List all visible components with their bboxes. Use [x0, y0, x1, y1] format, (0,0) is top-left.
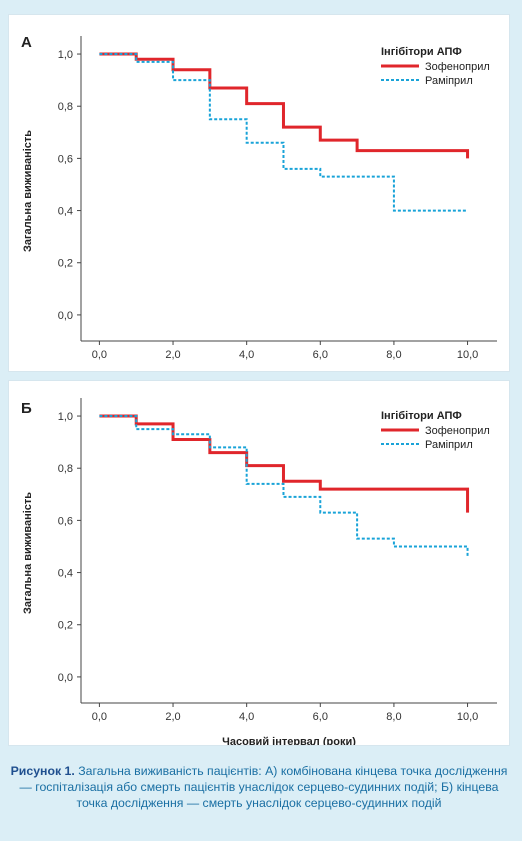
chart-1-y-tick-label: 0,0 [58, 672, 73, 684]
chart-0-x-tick-label: 6,0 [313, 349, 328, 361]
chart-0-x-tick-label: 8,0 [386, 349, 401, 361]
chart-0-y-axis-label: Загальна виживаність [22, 130, 34, 252]
chart-1-y-tick-label: 0,2 [58, 620, 73, 632]
caption-text: Загальна виживаність пацієнтів: А) комбі… [19, 764, 508, 810]
chart-1-y-axis-label: Загальна виживаність [22, 492, 34, 614]
chart-0-y-tick-label: 0,4 [58, 206, 73, 218]
chart-1-series-ramipril-line [99, 415, 469, 557]
chart-0-x-tick-label: 4,0 [239, 349, 254, 361]
chart-0-y-tick-label: 0,2 [58, 258, 73, 270]
chart-1-y-tick-label: 0,4 [58, 568, 73, 580]
chart-1-x-tick-label: 10,0 [457, 711, 478, 723]
chart-1-y-tick-label: 0,6 [58, 515, 73, 527]
chart-0-x-tick-label: 2,0 [165, 349, 180, 361]
chart-0-series-ramipril-line [99, 53, 468, 212]
chart-0-legend-label-1: Раміприл [425, 75, 473, 87]
chart-a-svg: А0,00,20,40,60,81,00,02,04,06,08,010,0Ча… [21, 34, 497, 361]
chart-panel-b: Б 0,0 0,2 0,4 0,6 0,8 1,0 0,0 2,0 4,0 6,0 8,0 10,0 Ча… [8, 380, 510, 746]
chart-1-x-axis-label: Часовий інтервал (роки) [222, 736, 356, 745]
chart-1-legend-title: Інгібітори АПФ [381, 410, 462, 422]
chart-1-panel-label: Б [21, 400, 32, 417]
chart-1-x-tick-label: 2,0 [165, 711, 180, 723]
figure-caption: Рисунок 1. Загальна виживаність пацієнті… [8, 763, 510, 811]
chart-0-y-tick-label: 0,0 [58, 310, 73, 322]
chart-1-x-tick-label: 0,0 [92, 711, 107, 723]
chart-1-legend-label-1: Раміприл [425, 439, 473, 451]
chart-0-panel-label: А [21, 34, 32, 51]
chart-1-x-tick-label: 8,0 [386, 711, 401, 723]
caption-label: Рисунок 1. [10, 764, 75, 778]
chart-0-x-tick-label: 10,0 [457, 349, 478, 361]
chart-1-x-tick-label: 4,0 [239, 711, 254, 723]
chart-1-legend-label-0: Зофеноприл [425, 425, 490, 437]
chart-0-legend-title: Інгібітори АПФ [381, 46, 462, 58]
chart-0-legend-label-0: Зофеноприл [425, 61, 490, 73]
chart-0-x-tick-label: 0,0 [92, 349, 107, 361]
chart-1-series-zofenopril-line [99, 414, 470, 513]
chart-1-x-tick-label: 6,0 [313, 711, 328, 723]
chart-b-svg: Б 0,0 0,2 0,4 0,6 0,8 1,0 0,0 2,0 4,0 6,0 8,0 10,0 Ча… [21, 398, 497, 745]
chart-0-y-tick-label: 1,0 [58, 49, 73, 61]
chart-1-y-tick-label: 0,8 [58, 463, 73, 475]
chart-0-y-tick-label: 0,6 [58, 153, 73, 165]
chart-0-y-tick-label: 0,8 [58, 101, 73, 113]
chart-panel-a: А0,00,20,40,60,81,00,02,04,06,08,010,0Ча… [8, 14, 510, 372]
chart-0-series-zofenopril-line [99, 52, 470, 159]
chart-1-y-tick-label: 1,0 [58, 411, 73, 423]
